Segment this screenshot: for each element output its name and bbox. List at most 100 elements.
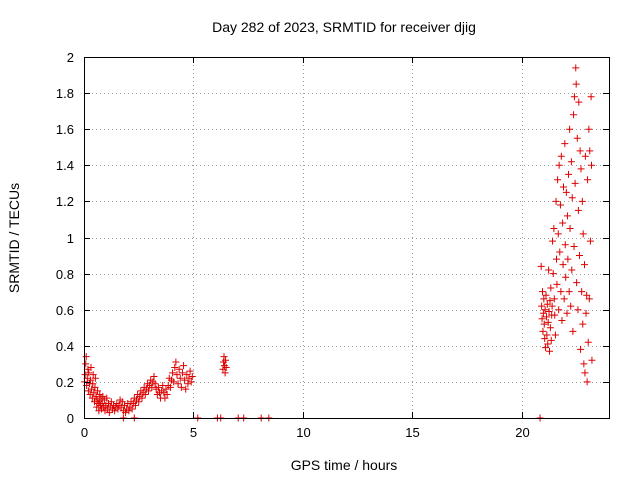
- data-point: [555, 161, 563, 169]
- data-point: [579, 320, 587, 328]
- y-tick-label: 1.8: [56, 86, 74, 101]
- data-point: [543, 331, 551, 339]
- data-point: [545, 266, 553, 274]
- data-point: [582, 309, 590, 317]
- data-point: [575, 252, 583, 260]
- data-point: [539, 309, 547, 317]
- data-point: [581, 261, 588, 269]
- data-point: [170, 378, 178, 386]
- data-point: [561, 241, 569, 249]
- data-point: [175, 365, 183, 373]
- y-tick-label: 0.4: [56, 339, 74, 354]
- data-point: [568, 266, 576, 274]
- data-point: [188, 372, 196, 380]
- data-point: [551, 311, 559, 319]
- data-point: [89, 371, 97, 379]
- data-point: [563, 309, 571, 317]
- data-point: [584, 176, 592, 184]
- data-point: [94, 387, 102, 395]
- data-point: [160, 389, 168, 397]
- data-point: [553, 280, 561, 288]
- data-point: [567, 158, 575, 166]
- data-point: [561, 140, 569, 148]
- data-point: [574, 306, 582, 314]
- data-point: [138, 394, 146, 402]
- data-point: [222, 356, 230, 364]
- data-point: [542, 291, 550, 299]
- data-point: [148, 383, 156, 391]
- data-point: [176, 374, 184, 382]
- data-point: [145, 387, 153, 395]
- data-point: [581, 152, 589, 160]
- data-point: [566, 125, 574, 133]
- data-point: [549, 270, 557, 278]
- data-point: [185, 374, 193, 382]
- data-point: [82, 360, 90, 368]
- data-point: [120, 401, 128, 409]
- data-point: [568, 194, 576, 202]
- data-point: [220, 353, 228, 361]
- data-point: [222, 363, 230, 371]
- chart-title: Day 282 of 2023, SRMTID for receiver dji…: [212, 19, 476, 35]
- data-point: [562, 273, 570, 281]
- data-point: [564, 255, 572, 263]
- data-point: [551, 331, 559, 339]
- y-tick-label: 0.2: [56, 375, 74, 390]
- data-point: [117, 403, 125, 411]
- data-point: [141, 391, 149, 399]
- y-tick-label: 1.6: [56, 122, 74, 137]
- y-tick-label: 0.8: [56, 267, 74, 282]
- data-point: [585, 125, 593, 133]
- data-point: [556, 201, 564, 209]
- data-point: [107, 398, 115, 406]
- data-point: [544, 340, 552, 348]
- data-point: [221, 369, 229, 377]
- x-tick-label: 5: [190, 425, 197, 440]
- data-point: [105, 400, 112, 408]
- data-point: [178, 369, 186, 377]
- x-tick-label: 20: [515, 425, 529, 440]
- data-point: [163, 391, 171, 399]
- data-point: [573, 134, 581, 142]
- data-point: [550, 295, 558, 303]
- data-point: [587, 93, 595, 101]
- data-point: [91, 383, 99, 391]
- data-point: [569, 327, 577, 335]
- data-point: [169, 369, 177, 377]
- data-point: [554, 230, 562, 238]
- data-point: [131, 401, 139, 409]
- data-point: [578, 197, 586, 205]
- data-point: [560, 295, 568, 303]
- data-point: [570, 111, 578, 119]
- data-point: [161, 394, 169, 402]
- data-point: [584, 338, 592, 346]
- data-point: [103, 394, 111, 402]
- data-point: [184, 380, 192, 388]
- data-point: [84, 387, 92, 395]
- data-point: [95, 398, 103, 406]
- data-point: [105, 409, 113, 417]
- data-point: [186, 367, 194, 375]
- data-point: [114, 405, 122, 413]
- data-point: [150, 372, 158, 380]
- data-point: [542, 313, 550, 321]
- data-point: [579, 230, 587, 238]
- data-point: [583, 291, 591, 299]
- x-tick-label: 15: [405, 425, 419, 440]
- data-point: [540, 295, 548, 303]
- points-layer: [80, 64, 596, 422]
- data-point: [573, 279, 581, 287]
- data-point: [580, 360, 588, 368]
- data-point: [539, 288, 546, 296]
- y-tick-label: 2: [67, 50, 74, 65]
- data-point: [540, 320, 548, 328]
- data-point: [85, 369, 93, 377]
- data-point: [577, 345, 585, 353]
- data-point: [172, 358, 180, 366]
- data-point: [171, 363, 179, 371]
- data-point: [99, 392, 107, 400]
- data-point: [541, 306, 549, 314]
- data-point: [128, 405, 136, 413]
- data-point: [538, 315, 546, 323]
- data-point: [90, 389, 98, 397]
